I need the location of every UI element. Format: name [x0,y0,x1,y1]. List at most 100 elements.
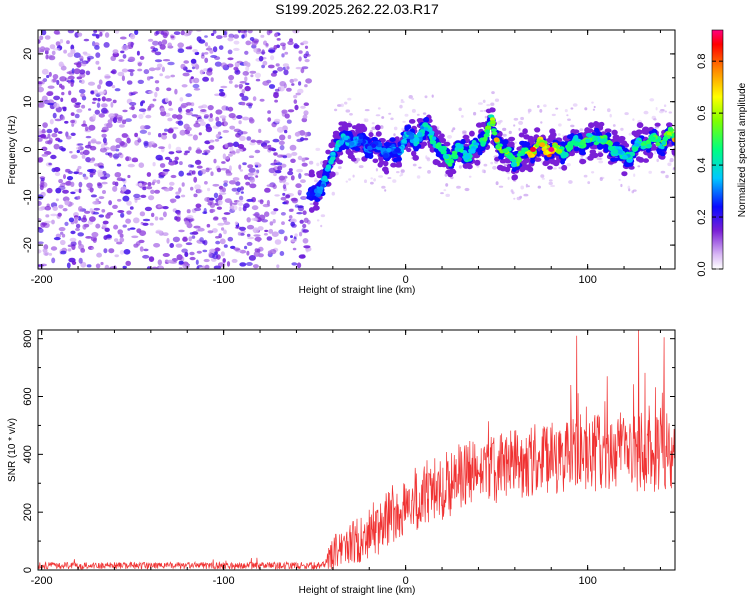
ridge-blob [408,134,415,140]
ridge-blob [519,166,526,173]
noise-blob [300,179,306,184]
noise-blob [101,96,106,102]
noise-blob [473,111,477,116]
noise-blob [599,157,603,160]
noise-blob [75,223,81,229]
noise-blob [654,150,657,155]
ridge-blob [322,175,328,181]
noise-blob [144,206,152,212]
noise-blob [67,80,71,84]
noise-blob [70,230,76,235]
noise-blob [235,191,240,195]
noise-blob [179,129,186,136]
noise-blob [599,177,603,182]
noise-blob [282,44,286,51]
ridge-blob [498,154,504,160]
noise-blob [375,114,381,117]
noise-blob [185,46,192,50]
noise-blob [46,128,53,134]
noise-blob [520,185,524,190]
noise-blob [167,128,174,134]
noise-blob [70,97,77,103]
noise-blob [192,83,200,89]
ridge-blob [597,152,604,158]
noise-blob [131,157,139,163]
ridge-blob [330,151,336,156]
ridge-blob [651,144,657,151]
y-tick-label: 600 [22,387,34,405]
noise-blob [43,244,49,250]
noise-blob [212,46,218,53]
noise-blob [127,69,135,73]
noise-blob [77,143,84,146]
noise-blob [400,99,404,102]
noise-blob [304,84,308,88]
noise-blob [83,53,91,56]
noise-blob [591,101,594,104]
noise-blob [52,112,57,119]
noise-blob [248,255,256,261]
noise-blob [456,185,461,189]
noise-blob [122,109,128,113]
noise-blob [628,132,632,136]
noise-blob [593,105,596,109]
noise-blob [427,170,431,174]
ridge-blob [579,158,587,165]
noise-blob [302,114,308,120]
noise-blob [290,175,295,181]
x-tick-label: 0 [403,575,409,587]
noise-blob [70,181,75,187]
noise-blob [302,238,309,244]
noise-blob [667,162,672,167]
ridge-blob [654,122,661,127]
noise-blob [209,49,214,54]
ridge-blob [667,126,674,131]
noise-blob [118,59,125,62]
colorbar-tick-label: 0.6 [696,105,708,120]
ridge-blob [392,157,398,163]
noise-blob [301,196,307,200]
ridge-blob [356,123,362,129]
noise-blob [445,183,449,187]
noise-blob [146,76,151,81]
noise-blob [169,181,175,186]
noise-blob [90,90,95,94]
noise-blob [203,68,208,72]
noise-blob [291,262,298,266]
noise-blob [204,140,211,145]
noise-blob [164,75,171,79]
noise-blob [55,198,59,202]
noise-blob [250,139,257,143]
noise-blob [58,227,66,232]
noise-blob [293,99,298,104]
noise-blob [44,35,51,40]
noise-blob [252,264,259,269]
noise-blob [400,169,405,173]
noise-blob [76,76,83,80]
noise-blob [140,125,146,130]
noise-blob [256,51,261,55]
noise-blob [555,107,559,110]
noise-blob [175,243,183,248]
noise-blob [215,121,222,127]
noise-blob [631,190,635,194]
ridge-blob [589,149,597,155]
noise-blob [272,138,280,143]
noise-blob [224,143,229,149]
ridge-blob [314,197,321,202]
noise-blob [235,148,244,152]
noise-blob [156,63,163,68]
noise-blob [148,67,156,72]
noise-blob [292,247,297,251]
noise-blob [193,176,198,183]
ridge-blob [485,125,492,131]
noise-blob [41,153,49,157]
noise-blob [218,45,224,50]
noise-blob [246,224,255,230]
y-tick-label: 20 [22,48,34,60]
noise-blob [102,220,109,225]
noise-blob [120,50,125,54]
noise-blob [121,44,129,51]
noise-blob [287,134,292,140]
noise-blob [128,56,136,62]
